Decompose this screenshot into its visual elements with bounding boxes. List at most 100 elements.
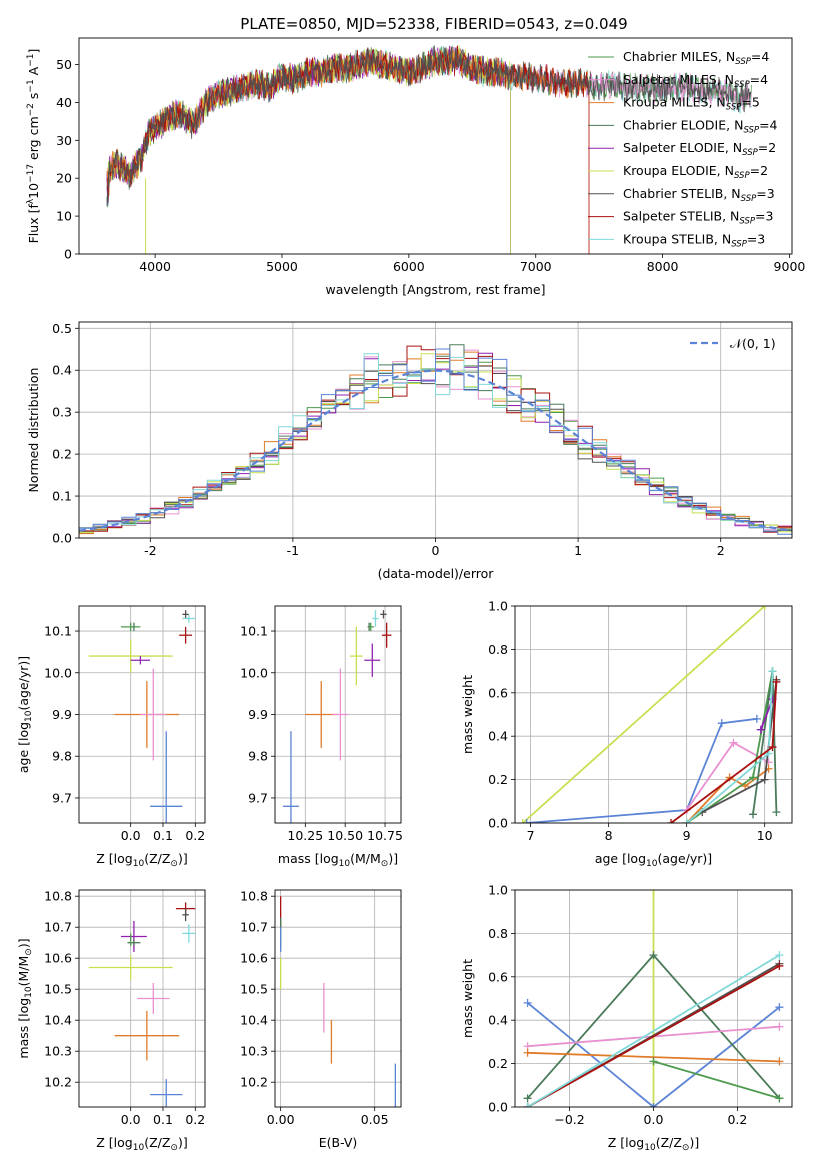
y-tick-label: 10.1 xyxy=(44,624,72,639)
age_vs_mass-plot xyxy=(275,606,401,823)
spectrum-plot xyxy=(106,45,752,254)
y-tick-label: 1.0 xyxy=(488,599,508,614)
weight-marker xyxy=(523,998,532,1007)
x-axis-label: wavelength [Angstrom, rest frame] xyxy=(325,282,545,297)
mass_weight_vs_age-marks xyxy=(518,606,781,823)
weight-marker xyxy=(772,808,781,817)
legend-label: Salpeter STELIB, NSSP=3 xyxy=(623,209,773,227)
weight-line xyxy=(526,717,758,823)
y-tick-label: 10.6 xyxy=(240,951,268,966)
weight-marker xyxy=(523,1094,532,1103)
weight-marker xyxy=(775,951,784,960)
mass_vs_ebv-plot xyxy=(275,890,401,1107)
weight-marker xyxy=(682,819,691,823)
y-tick-label: 10.2 xyxy=(240,1075,268,1090)
weight-marker xyxy=(649,1057,658,1066)
y-tick-label: 0.0 xyxy=(52,531,72,546)
y-tick-label: 9.8 xyxy=(248,749,268,764)
y-tick-label: 9.9 xyxy=(52,707,72,722)
x-tick-label: -2 xyxy=(144,543,156,558)
y-tick-label: 0.4 xyxy=(52,363,72,378)
x-tick-label: 1 xyxy=(574,543,582,558)
y-tick-label: 10.3 xyxy=(44,1044,72,1059)
legend-label: 𝒩(0, 1) xyxy=(730,336,776,351)
mass_weight_vs_Z-axes: −0.2 0.0 0.2 0.0 0.2 0.4 0.6 0.8 1.0 Z [log10(Z/Z… xyxy=(460,883,793,1153)
mass_vs_Z-marks xyxy=(88,902,196,1107)
figure-title: PLATE=0850, MJD=52338, FIBERID=0543, z=0… xyxy=(240,15,627,33)
y-tick-label: 10.4 xyxy=(44,1013,72,1028)
weight-marker xyxy=(775,961,784,970)
y-tick-label: 10.7 xyxy=(240,920,268,935)
weight-marker xyxy=(649,1103,658,1107)
weight-marker xyxy=(775,1057,784,1066)
x-tick-label: 8000 xyxy=(647,259,679,274)
x-tick-label: 8 xyxy=(605,828,613,843)
weight-marker xyxy=(775,1003,784,1012)
x-tick-label: −0.2 xyxy=(554,1112,584,1127)
y-tick-label: 0 xyxy=(64,247,72,262)
age_vs_Z-marks xyxy=(88,610,196,823)
y-tick-label: 10.7 xyxy=(44,920,72,935)
weight-line xyxy=(522,606,766,823)
y-tick-label: 0.2 xyxy=(52,447,72,462)
legend-label: Chabrier MILES, NSSP=4 xyxy=(623,49,769,67)
x-tick-label: 0.00 xyxy=(267,1112,295,1127)
x-tick-label: 0.1 xyxy=(153,828,173,843)
y-tick-label: 0.8 xyxy=(488,926,508,941)
y-tick-label: 10 xyxy=(56,209,72,224)
age_vs_mass-axes: 10.25 10.50 10.75 9.7 9.8 9.9 10.0 10.1 mass [lo… xyxy=(240,605,403,869)
x-tick-label: 0.0 xyxy=(121,828,141,843)
x-tick-label: 0.2 xyxy=(185,1112,205,1127)
y-axis-label: mass [log10(M/M⊙)] xyxy=(16,938,34,1058)
legend-label: Kroupa STELIB, NSSP=3 xyxy=(623,231,765,249)
weight-line xyxy=(685,741,770,811)
weight-marker xyxy=(760,775,769,784)
weight-line xyxy=(527,1002,780,1107)
y-tick-label: 0.3 xyxy=(52,405,72,420)
x-tick-label: 0.05 xyxy=(361,1112,389,1127)
y-tick-label: 0.6 xyxy=(488,685,508,700)
mass_vs_ebv-frame xyxy=(274,889,402,1108)
y-tick-label: 10.5 xyxy=(240,982,268,997)
weight-marker xyxy=(649,951,658,960)
x-tick-label: 10 xyxy=(757,828,773,843)
weight-marker xyxy=(717,719,726,728)
histogram-series xyxy=(79,353,792,533)
x-tick-label: 0.0 xyxy=(644,1112,664,1127)
weight-marker xyxy=(760,606,769,610)
y-tick-label: 9.7 xyxy=(52,790,72,805)
y-tick-label: 0.0 xyxy=(488,816,508,831)
x-tick-label: 2 xyxy=(717,543,725,558)
y-tick-label: 0.8 xyxy=(488,642,508,657)
weight-marker xyxy=(756,725,765,734)
x-axis-label: age [log10(age/yr)] xyxy=(595,851,712,869)
x-tick-label: 0 xyxy=(432,543,440,558)
x-tick-label: 10.50 xyxy=(327,828,363,843)
y-axis-label: mass weight xyxy=(460,959,475,1038)
age_vs_Z-plot xyxy=(79,606,205,823)
legend-label: Salpeter MILES, NSSP=4 xyxy=(623,72,768,90)
x-tick-label: 4000 xyxy=(139,259,171,274)
y-tick-label: 0.5 xyxy=(52,321,72,336)
weight-line xyxy=(527,965,780,1107)
y-tick-label: 20 xyxy=(56,171,72,186)
y-tick-label: 10.5 xyxy=(44,982,72,997)
weight-marker xyxy=(523,1048,532,1057)
spectrum-frame xyxy=(78,37,793,255)
y-axis-label: Flux [fλ10−17 erg cm−2 s−1 A−1] xyxy=(26,49,41,244)
x-tick-label: 5000 xyxy=(266,259,298,274)
weight-marker xyxy=(752,714,761,723)
legend-label: Kroupa MILES, NSSP=5 xyxy=(623,95,760,113)
y-axis-label: age [log10(age/yr)] xyxy=(16,656,34,773)
mass_vs_ebv-marks xyxy=(279,896,397,1107)
weight-marker xyxy=(729,738,738,747)
weight-marker xyxy=(772,677,781,686)
spectrum-line-chabrier-stelib xyxy=(106,45,752,207)
spectrum-legend: Chabrier MILES, NSSP=4 Salpeter MILES, NS… xyxy=(588,49,778,249)
x-tick-label: 9 xyxy=(683,828,691,843)
weight-marker xyxy=(523,1103,532,1107)
y-tick-label: 10.2 xyxy=(44,1075,72,1090)
y-tick-label: 10.0 xyxy=(44,665,72,680)
histogram-series xyxy=(79,348,792,535)
